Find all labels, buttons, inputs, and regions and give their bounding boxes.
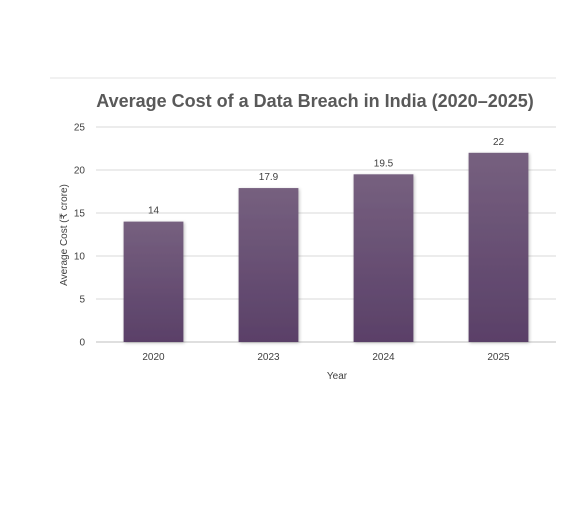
data-label: 22 [493,137,505,148]
chart-title: Average Cost of a Data Breach in India (… [96,91,534,111]
data-label: 19.5 [374,158,394,169]
x-tick-label: 2024 [372,352,395,363]
y-tick-label: 25 [74,123,86,134]
bars [123,152,529,342]
x-axis-ticks: 2020 2023 2024 2025 [142,352,510,363]
x-axis-label: Year [327,371,348,382]
y-axis-label: Average Cost (₹ crore) [59,184,70,286]
x-tick-label: 2023 [257,352,280,363]
y-tick-label: 5 [79,295,85,306]
data-label: 17.9 [259,172,279,183]
y-axis-ticks: 0 5 10 15 20 25 [74,123,86,349]
y-tick-label: 15 [74,209,86,220]
bar [238,188,299,342]
bar [123,221,184,342]
data-label: 14 [148,206,160,217]
y-tick-label: 20 [74,166,86,177]
y-tick-label: 0 [79,338,85,349]
data-labels: 14 17.9 19.5 22 [148,137,505,217]
x-tick-label: 2020 [142,352,165,363]
x-tick-label: 2025 [487,352,510,363]
bar [353,174,414,342]
y-tick-label: 10 [74,252,86,263]
bar [468,152,529,342]
